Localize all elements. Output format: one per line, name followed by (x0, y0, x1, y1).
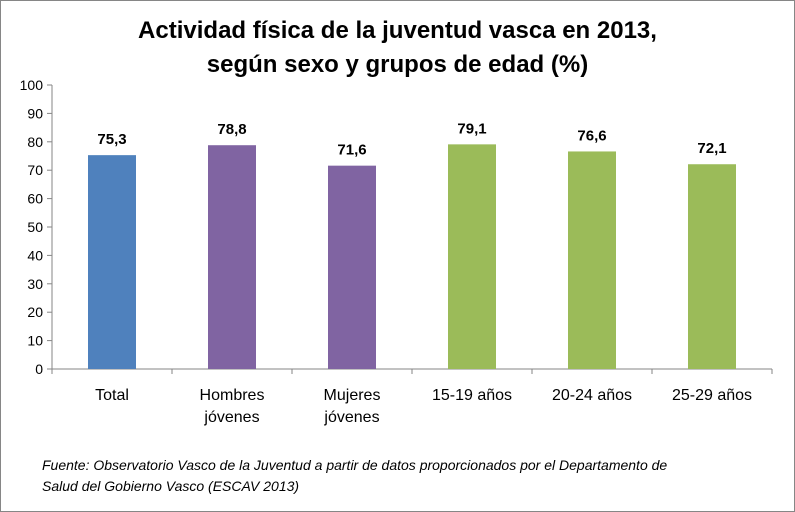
chart-title-line-1: Actividad física de la juventud vasca en… (138, 17, 657, 44)
category-label: jóvenes (203, 409, 259, 426)
y-tick-label: 90 (27, 105, 43, 121)
chart-title-line-2: según sexo y grupos de edad (%) (206, 51, 589, 78)
y-tick-label: 40 (27, 247, 43, 263)
y-tick-label: 10 (27, 333, 43, 349)
chart-title: Actividad física de la juventud vasca en… (0, 14, 795, 82)
value-label: 79,1 (457, 120, 486, 137)
x-axis (51, 368, 773, 374)
value-label: 78,8 (217, 121, 246, 138)
bar (688, 164, 736, 369)
category-label: Mujeres (324, 387, 381, 404)
value-label: 71,6 (337, 142, 366, 159)
value-label: 75,3 (97, 131, 126, 148)
bar (568, 151, 616, 369)
category-label: 15-19 años (432, 387, 512, 404)
y-tick-label: 20 (27, 304, 43, 320)
category-label: 25-29 años (672, 387, 752, 404)
bar (328, 165, 376, 369)
y-tick-label: 80 (27, 134, 43, 150)
bar (88, 155, 136, 369)
category-label: 20-24 años (552, 387, 632, 404)
bar (448, 144, 496, 369)
y-tick-label: 70 (27, 162, 43, 178)
value-label: 72,1 (697, 140, 726, 157)
y-tick-label: 60 (27, 191, 43, 207)
source-line-1: Fuente: Observatorio Vasco de la Juventu… (42, 457, 668, 473)
data-labels: 75,3 78,8 71,6 79,1 76,6 72,1 (97, 120, 726, 158)
y-tick-label: 0 (35, 361, 43, 377)
bar (208, 145, 256, 369)
source-note: Fuente: Observatorio Vasco de la Juventu… (42, 455, 772, 497)
value-label: 76,6 (577, 127, 606, 144)
category-labels: Total Hombres jóvenes Mujeres jóvenes 15-19 a… (95, 387, 752, 426)
bar-series (88, 144, 736, 369)
y-axis: 0 10 20 30 40 50 60 70 80 90 100 (20, 77, 53, 377)
category-label: jóvenes (323, 409, 379, 426)
y-tick-label: 50 (27, 219, 43, 235)
y-tick-label: 100 (20, 77, 44, 93)
y-tick-label: 30 (27, 276, 43, 292)
category-label: Hombres (200, 387, 265, 404)
source-line-2: Salud del Gobierno Vasco (ESCAV 2013) (42, 478, 300, 494)
category-label: Total (95, 387, 129, 404)
